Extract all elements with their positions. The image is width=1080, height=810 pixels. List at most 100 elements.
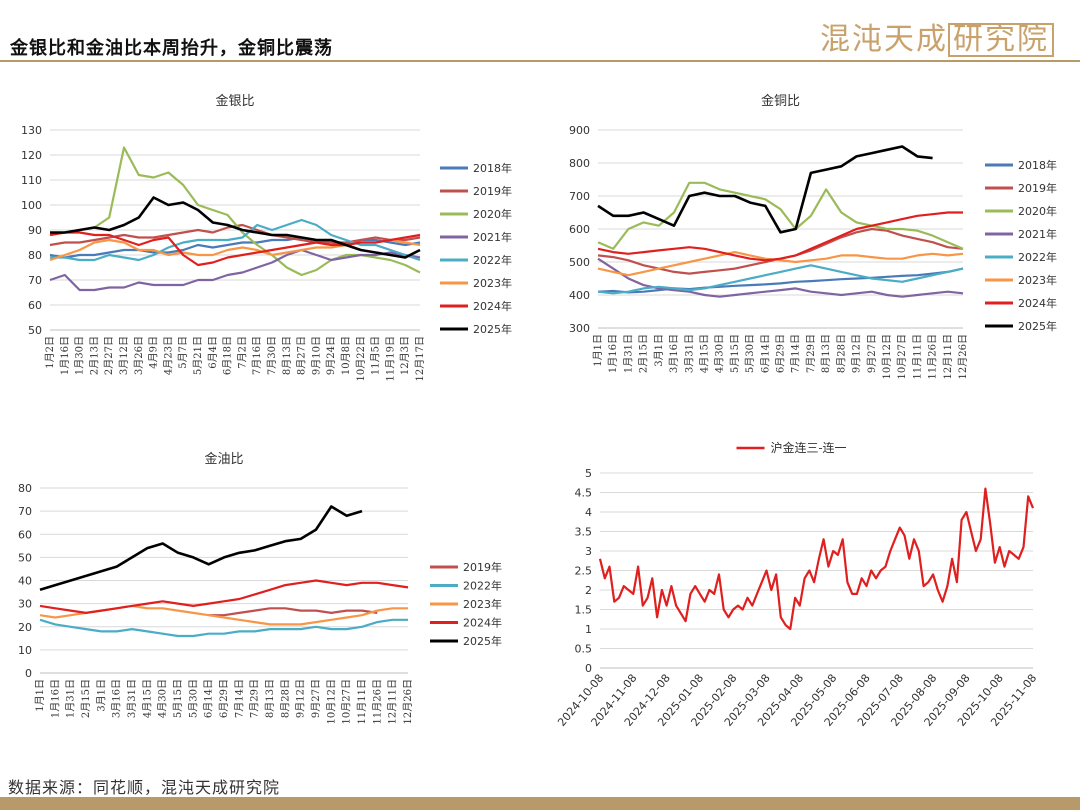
- x-tick-label: 7月16日: [251, 336, 263, 375]
- x-tick-label: 9月27日: [866, 334, 878, 373]
- x-tick-label: 7月14日: [233, 679, 245, 718]
- x-tick-label: 7月29日: [249, 679, 261, 718]
- series-line: [50, 218, 421, 262]
- y-tick-label: 600: [569, 223, 590, 236]
- chart-title: 金银比: [215, 93, 254, 109]
- x-tick-label: 6月14日: [203, 679, 215, 718]
- data-source-note: 数据来源：同花顺，混沌天成研究院: [8, 778, 281, 797]
- x-tick-label: 1月31日: [65, 679, 77, 718]
- y-tick-label: 2: [585, 584, 592, 597]
- legend-label: 2022年: [473, 253, 512, 267]
- x-tick-label: 10月22日: [355, 336, 367, 381]
- y-tick-label: 70: [28, 274, 42, 287]
- legend-label: 2024年: [1018, 296, 1057, 310]
- y-tick-label: 100: [21, 199, 42, 212]
- x-tick-label: 3月12日: [118, 336, 130, 375]
- x-tick-label: 11月11日: [911, 334, 923, 379]
- legend-label: 2018年: [473, 161, 512, 175]
- legend-label: 2025年: [473, 322, 512, 336]
- y-tick-label: 500: [569, 256, 590, 269]
- legend-label: 2019年: [1018, 181, 1057, 195]
- y-tick-label: 400: [569, 289, 590, 302]
- x-tick-label: 4月23日: [162, 336, 174, 375]
- x-tick-label: 4月15日: [698, 334, 710, 373]
- series-line: [49, 248, 421, 292]
- series-line: [597, 181, 964, 250]
- x-tick-label: 12月11日: [942, 334, 954, 379]
- y-tick-label: 60: [28, 299, 42, 312]
- x-tick-label: 4月15日: [141, 679, 153, 718]
- y-tick-label: 900: [569, 124, 590, 137]
- legend-label: 2023年: [1018, 273, 1057, 287]
- y-tick-label: 30: [18, 598, 32, 611]
- series-line: [598, 487, 1035, 631]
- y-tick-label: 5: [585, 467, 592, 480]
- legend-label: 2024年: [473, 299, 512, 313]
- x-tick-label: 2月27日: [103, 336, 115, 375]
- chart-title: 金铜比: [761, 93, 800, 109]
- x-tick-label: 1月1日: [592, 334, 604, 367]
- x-tick-label: 3月26日: [133, 336, 145, 375]
- y-tick-label: 300: [569, 322, 590, 335]
- y-tick-label: 90: [28, 224, 42, 237]
- x-tick-label: 10月12日: [881, 334, 893, 379]
- x-tick-label: 8月27日: [296, 336, 308, 375]
- y-tick-label: 0.5: [575, 643, 593, 656]
- y-tick-label: 40: [18, 575, 32, 588]
- y-tick-label: 20: [18, 621, 32, 634]
- y-tick-label: 70: [18, 505, 32, 518]
- x-tick-label: 1月30日: [74, 336, 86, 375]
- x-tick-label: 2月15日: [638, 334, 650, 373]
- y-tick-label: 3: [585, 545, 592, 558]
- legend-label: 2025年: [1018, 319, 1057, 333]
- chart-shfe-gold-spread: 54.543.532.521.510.502024-10-082024-11-0…: [555, 440, 1039, 729]
- series-line: [597, 267, 964, 294]
- y-tick-label: 80: [18, 482, 32, 495]
- series-line: [208, 607, 378, 617]
- x-tick-label: 1月16日: [59, 336, 71, 375]
- x-tick-label: 10月8日: [340, 336, 352, 375]
- series-line: [597, 264, 964, 295]
- x-tick-label: 1月2日: [44, 336, 56, 369]
- footer-bar: [0, 797, 1080, 810]
- x-tick-label: 6月4日: [207, 336, 219, 369]
- x-tick-label: 3月1日: [95, 679, 107, 712]
- x-tick-label: 5月30日: [744, 334, 756, 373]
- series-line: [39, 618, 408, 638]
- x-tick-label: 7月29日: [805, 334, 817, 373]
- x-tick-label: 10月27日: [341, 679, 353, 724]
- x-tick-label: 10月27日: [896, 334, 908, 379]
- x-tick-label: 6月18日: [222, 336, 234, 375]
- series-line: [50, 196, 421, 259]
- y-tick-label: 1.5: [575, 604, 593, 617]
- x-tick-label: 3月16日: [111, 679, 123, 718]
- x-tick-label: 9月10日: [310, 336, 322, 375]
- x-tick-label: 11月26日: [371, 679, 383, 724]
- y-tick-label: 700: [569, 190, 590, 203]
- x-tick-label: 5月7日: [177, 336, 189, 369]
- x-tick-label: 2月13日: [88, 336, 100, 375]
- y-tick-label: 4: [585, 506, 592, 519]
- x-tick-label: 7月2日: [236, 336, 248, 369]
- legend-label: 2024年: [463, 616, 502, 630]
- legend-label: 2020年: [1018, 204, 1057, 218]
- y-tick-label: 2.5: [575, 565, 593, 578]
- series-line: [597, 211, 963, 262]
- x-tick-label: 1月31日: [622, 334, 634, 373]
- y-tick-label: 0: [585, 662, 592, 675]
- x-tick-label: 7月30日: [266, 336, 278, 375]
- y-tick-label: 50: [18, 551, 32, 564]
- legend-label: 2021年: [1018, 227, 1057, 241]
- x-tick-label: 6月29日: [218, 679, 230, 718]
- logo-main-text: 混沌天成: [820, 22, 948, 57]
- y-tick-label: 120: [21, 149, 42, 162]
- y-tick-label: 110: [21, 174, 42, 187]
- y-tick-label: 0: [25, 667, 32, 680]
- x-tick-label: 11月11日: [356, 679, 368, 724]
- x-tick-label: 12月17日: [414, 336, 426, 381]
- y-tick-label: 130: [21, 124, 42, 137]
- x-tick-label: 9月12日: [295, 679, 307, 718]
- series-line: [597, 257, 964, 298]
- x-tick-label: 8月28日: [835, 334, 847, 373]
